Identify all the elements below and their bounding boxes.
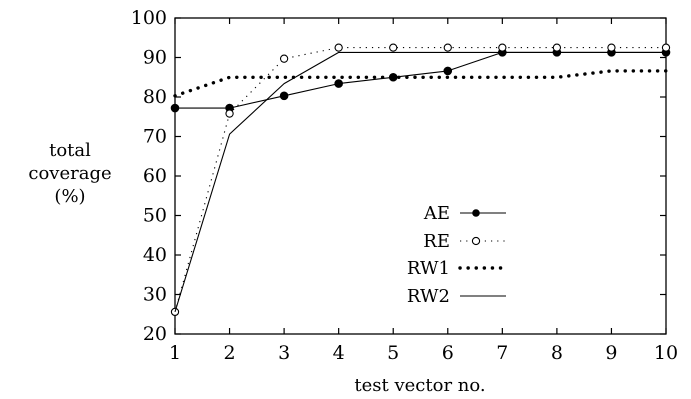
y-tick-label-50: 50: [143, 205, 167, 227]
x-tick-label-4: 4: [333, 342, 345, 364]
y-axis-label-line-2: coverage: [28, 163, 111, 184]
axis-ticks: 20 30 40 50 60 70 80 90 100 1 2 3 4 5 6 7 8 9 10: [131, 7, 678, 364]
series-re-point-5: [389, 43, 398, 52]
series-re-point-8: [552, 43, 562, 52]
y-tick-label-60: 60: [143, 165, 167, 187]
x-tick-label-9: 9: [605, 342, 617, 364]
y-tick-label-30: 30: [143, 284, 167, 306]
legend-label-re: RE: [423, 231, 450, 252]
series-re-point-2: [225, 109, 234, 118]
series-ae-point-6: [443, 66, 453, 76]
series-re-point-4: [334, 43, 343, 52]
legend-label-rw2: RW2: [407, 286, 450, 307]
series-ae-point-4: [334, 79, 343, 88]
y-tick-label-70: 70: [143, 126, 167, 148]
x-tick-label-10: 10: [654, 342, 678, 364]
series-re-point-10: [661, 43, 671, 52]
x-tick-label-8: 8: [551, 342, 563, 364]
x-tick-label-2: 2: [224, 342, 236, 364]
legend-marker-ae: [472, 209, 480, 217]
series-ae-point-1: [170, 103, 180, 113]
x-tick-label-6: 6: [442, 342, 454, 364]
series-rw1-line: [173, 69, 668, 98]
legend-label-ae: AE: [423, 203, 450, 224]
x-axis-label: test vector no.: [354, 375, 485, 396]
series-ae-point-3: [279, 91, 289, 101]
series-re-point-9: [607, 43, 616, 52]
x-tick-label-7: 7: [496, 342, 508, 364]
series-re-point-3: [279, 54, 289, 63]
y-tick-label-40: 40: [143, 244, 167, 266]
x-tick-label-5: 5: [387, 342, 399, 364]
y-tick-label-80: 80: [143, 86, 167, 108]
x-tick-label-1: 1: [169, 342, 181, 364]
y-tick-label-20: 20: [143, 323, 167, 345]
y-axis-label-line-1: total: [49, 140, 91, 161]
y-axis-label-line-3: (%): [54, 186, 85, 207]
series-layer: [170, 43, 671, 317]
y-tick-label-90: 90: [143, 47, 167, 69]
legend-marker-re: [471, 236, 481, 246]
series-ae-line: [175, 51, 666, 109]
legend-label-rw1: RW1: [407, 258, 450, 279]
series-re-point-6: [443, 43, 452, 52]
x-tick-label-3: 3: [278, 342, 290, 364]
legend: AE RE RW1 RW2: [407, 203, 508, 307]
series-re-point-7: [498, 43, 507, 52]
y-tick-label-100: 100: [131, 7, 167, 29]
series-rw2-line: [174, 51, 666, 313]
